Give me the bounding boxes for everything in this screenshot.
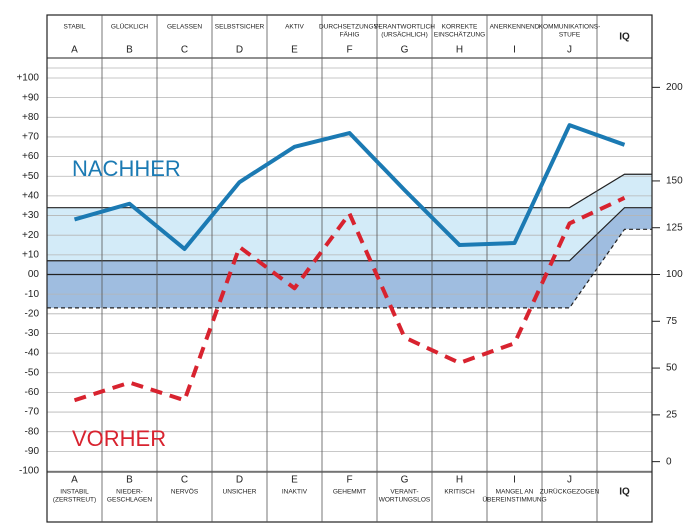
top-label: DURCHSETZUNGS- [319, 24, 380, 31]
column-letter: H [456, 45, 463, 56]
top-label: VERANTWORTLICH [374, 24, 435, 31]
y2-tick-label: 125 [666, 222, 683, 233]
series-name: NACHHER [72, 156, 181, 181]
y-tick-label: -70 [25, 407, 40, 418]
top-label: AKTIV [285, 24, 304, 31]
y-tick-label: -50 [25, 367, 40, 378]
y-tick-label: +50 [22, 171, 39, 182]
series-line [73, 123, 626, 251]
top-label: EINSCHÄTZUNG [434, 31, 485, 39]
column-letter: E [291, 475, 298, 486]
bottom-label: VERANT- [390, 489, 418, 496]
y-tick-label: +60 [22, 151, 39, 162]
column-letter: A [71, 45, 78, 56]
bottom-label: GEHEMMT [333, 489, 366, 496]
top-label: STUFE [559, 32, 581, 39]
bottom-label: INSTABIL [60, 489, 89, 496]
top-label: (URSÄCHLICH) [381, 31, 428, 39]
column-letter: G [401, 475, 409, 486]
bottom-label: NERVÖS [171, 488, 199, 496]
bottom-label: GESCHLAGEN [107, 497, 152, 504]
y-tick-label: -40 [25, 348, 40, 359]
series-name: VORHER [72, 426, 166, 451]
top-label: ANERKENNEND [490, 24, 540, 31]
column-letter: D [236, 475, 243, 486]
bottom-label: KRITISCH [444, 489, 475, 496]
y-tick-label: +10 [22, 249, 39, 260]
y-tick-label: +30 [22, 210, 39, 221]
bottom-label: UNSICHER [223, 489, 257, 496]
y-tick-label: +40 [22, 191, 39, 202]
y-tick-label: +20 [22, 230, 39, 241]
column-letter: B [126, 45, 133, 56]
y-tick-label: -80 [25, 426, 40, 437]
top-label: FÄHIG [340, 31, 360, 39]
column-letter: A [71, 475, 78, 486]
band [47, 207, 652, 308]
column-letter: H [456, 475, 463, 486]
y-tick-label: +90 [22, 92, 39, 103]
column-letter: C [181, 45, 188, 56]
y-tick-label: +80 [22, 112, 39, 123]
column-letter: C [181, 475, 188, 486]
bottom-label: ÜBEREINSTIMMUNG [482, 496, 546, 504]
bottom-label: MANGEL AN [496, 489, 534, 496]
column-letter: I [513, 45, 516, 56]
column-letter: I [513, 475, 516, 486]
top-label: KORREKTE [442, 24, 478, 31]
y-tick-label: -90 [25, 446, 40, 457]
bottom-label: (ZERSTREUT) [53, 497, 96, 504]
top-label: KOMMUNIKATIONS- [539, 24, 601, 31]
bottom-label: NIEDER- [116, 489, 143, 496]
column-letter: G [401, 45, 409, 56]
top-label: SELBSTSICHER [215, 24, 265, 31]
y2-tick-label: 25 [666, 409, 678, 420]
y2-tick-label: 150 [666, 176, 683, 187]
y-tick-label: -30 [25, 328, 40, 339]
y-tick-label: -10 [25, 289, 40, 300]
column-letter: D [236, 45, 243, 56]
y2-tick-label: 50 [666, 363, 678, 374]
column-letter: J [567, 45, 572, 56]
top-label: GLÜCKLICH [111, 23, 149, 31]
column-letter: F [346, 475, 352, 486]
y-tick-label: +100 [16, 73, 39, 84]
y2-tick-label: 75 [666, 316, 678, 327]
bottom-label: ZURÜCKGEZOGEN [540, 488, 600, 496]
column-letter: F [346, 45, 352, 56]
column-letter: IQ [619, 487, 630, 498]
y2-tick-label: 100 [666, 269, 683, 280]
y-tick-label: -20 [25, 308, 40, 319]
y2-tick-label: 0 [666, 456, 672, 467]
top-label: STABIL [64, 24, 86, 31]
top-label: GELASSEN [167, 24, 202, 31]
y2-tick-label: 200 [666, 82, 683, 93]
bottom-label: WORTUNGSLOS [379, 497, 431, 504]
y-tick-label: 00 [28, 269, 40, 280]
y-tick-label: -100 [19, 466, 39, 477]
frame [46, 14, 653, 523]
column-letter: J [567, 475, 572, 486]
y-tick-label: +70 [22, 132, 39, 143]
y-tick-label: -60 [25, 387, 40, 398]
column-letter: IQ [619, 32, 630, 43]
column-letter: E [291, 45, 298, 56]
column-letter: B [126, 475, 133, 486]
bottom-label: INAKTIV [282, 489, 308, 496]
